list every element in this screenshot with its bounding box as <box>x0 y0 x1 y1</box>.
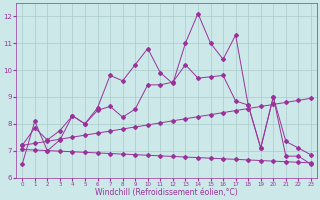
X-axis label: Windchill (Refroidissement éolien,°C): Windchill (Refroidissement éolien,°C) <box>95 188 238 197</box>
